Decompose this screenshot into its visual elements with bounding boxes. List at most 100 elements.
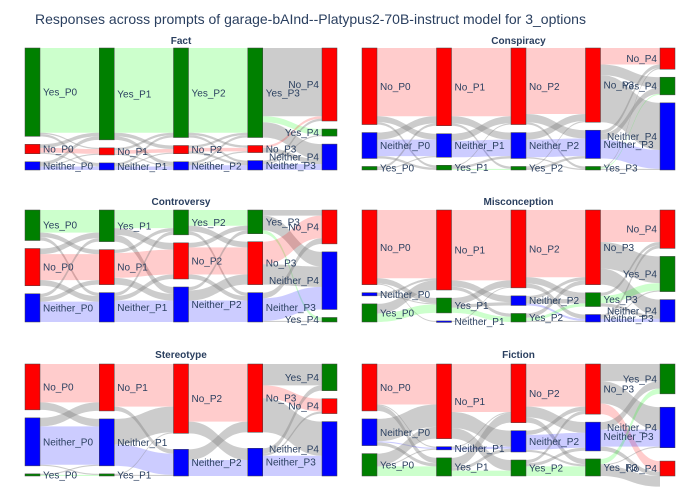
link-neither_p3-to-yes_p4[interactable]	[262, 385, 322, 454]
link-neither_p2-to-neither_p3[interactable]	[188, 300, 248, 322]
link-yes_p2-to-neither_p3[interactable]	[188, 231, 248, 297]
link-yes_p0-to-yes_p1[interactable]	[40, 474, 100, 476]
link-no_p0-to-yes_p1[interactable]	[377, 278, 437, 304]
node-neither_p0[interactable]	[24, 293, 41, 323]
node-no_p1[interactable]	[436, 47, 452, 126]
link-yes_p1-to-no_p2[interactable]	[114, 228, 174, 250]
node-yes_p2[interactable]	[173, 47, 189, 138]
link-no_p1-to-yes_p2[interactable]	[114, 132, 174, 151]
node-yes_p1[interactable]	[436, 165, 452, 171]
node-neither_p0[interactable]	[24, 417, 41, 467]
link-no_p1-to-no_p2[interactable]	[114, 149, 174, 154]
link-yes_p2-to-no_p3[interactable]	[188, 132, 248, 148]
link-yes_p1-to-yes_p2[interactable]	[451, 168, 512, 170]
link-neither_p0-to-no_p1[interactable]	[40, 402, 100, 427]
node-no_p2[interactable]	[510, 363, 527, 423]
link-yes_p3-to-yes_p4[interactable]	[600, 283, 661, 304]
link-neither_p3-to-yes_p4[interactable]	[600, 87, 661, 140]
link-neither_p0-to-no_p1[interactable]	[40, 153, 100, 167]
node-yes_p3[interactable]	[247, 47, 263, 138]
link-no_p1-to-no_p2[interactable]	[451, 48, 512, 117]
link-neither_p2-to-yes_p3[interactable]	[526, 157, 586, 170]
link-yes_p0-to-yes_p1[interactable]	[40, 210, 100, 233]
node-neither_p4[interactable]	[659, 299, 676, 323]
link-no_p2-to-yes_p3[interactable]	[526, 122, 586, 169]
node-yes_p0[interactable]	[361, 303, 378, 323]
link-neither_p1-to-neither_p2[interactable]	[451, 446, 512, 450]
link-neither_p2-to-no_p3[interactable]	[526, 113, 586, 140]
link-neither_p3-to-no_p4[interactable]	[600, 245, 661, 318]
link-yes_p3-to-no_p4[interactable]	[600, 242, 661, 296]
node-yes_p2[interactable]	[173, 209, 189, 236]
link-no_p2-to-yes_p3[interactable]	[526, 277, 586, 300]
link-no_p2-to-no_p3[interactable]	[526, 210, 586, 278]
link-neither_p2-to-neither_p3[interactable]	[526, 432, 586, 450]
link-no_p3-to-neither_p4[interactable]	[262, 147, 322, 165]
node-neither_p2[interactable]	[510, 295, 527, 306]
link-no_p2-to-no_p3[interactable]	[526, 48, 586, 114]
node-neither_p0[interactable]	[361, 292, 378, 297]
link-no_p3-to-neither_p4[interactable]	[262, 398, 322, 456]
link-neither_p2-to-neither_p3[interactable]	[526, 138, 586, 158]
link-no_p1-to-neither_p2[interactable]	[451, 280, 512, 303]
link-neither_p0-to-yes_p1[interactable]	[377, 156, 437, 170]
node-yes_p0[interactable]	[361, 166, 378, 171]
node-neither_p3[interactable]	[585, 314, 601, 323]
link-neither_p3-to-neither_p4[interactable]	[600, 139, 661, 169]
link-no_p2-to-yes_p3[interactable]	[188, 225, 248, 248]
link-neither_p0-to-neither_p1[interactable]	[377, 441, 437, 449]
link-yes_p2-to-yes_p3[interactable]	[526, 466, 586, 476]
node-yes_p4[interactable]	[659, 363, 676, 395]
link-no_p3-to-yes_p4[interactable]	[262, 364, 322, 386]
link-yes_p2-to-no_p3[interactable]	[526, 410, 586, 464]
link-neither_p0-to-no_p1[interactable]	[377, 404, 437, 442]
link-yes_p0-to-no_p1[interactable]	[40, 132, 100, 150]
link-neither_p3-to-neither_p4[interactable]	[262, 455, 322, 476]
link-yes_p1-to-no_p2[interactable]	[451, 413, 512, 468]
link-neither_p2-to-no_p3[interactable]	[526, 277, 586, 300]
link-neither_p0-to-yes_p1[interactable]	[40, 238, 100, 298]
link-no_p2-to-neither_p3[interactable]	[188, 151, 248, 166]
node-no_p0[interactable]	[24, 144, 41, 155]
link-neither_p0-to-no_p1[interactable]	[40, 280, 100, 302]
link-yes_p3-to-yes_p4[interactable]	[600, 93, 661, 169]
node-no_p0[interactable]	[361, 209, 378, 285]
link-no_p3-to-no_p4[interactable]	[262, 116, 322, 148]
link-no_p2-to-yes_p3[interactable]	[188, 132, 248, 148]
node-neither_p3[interactable]	[247, 292, 263, 323]
link-neither_p0-to-neither_p1[interactable]	[40, 426, 100, 465]
link-no_p0-to-no_p1[interactable]	[377, 48, 437, 117]
link-no_p3-to-yes_p4[interactable]	[600, 64, 661, 88]
link-yes_p3-to-no_p4[interactable]	[600, 465, 661, 487]
link-yes_p0-to-no_p1[interactable]	[377, 123, 437, 169]
node-neither_p2[interactable]	[173, 449, 189, 477]
node-no_p3[interactable]	[585, 363, 601, 415]
link-yes_p0-to-neither_p1[interactable]	[377, 156, 437, 170]
link-no_p2-to-neither_p3[interactable]	[526, 283, 586, 319]
link-neither_p1-to-yes_p2[interactable]	[114, 231, 174, 297]
node-yes_p2[interactable]	[510, 166, 527, 171]
node-no_p4[interactable]	[659, 209, 676, 249]
link-yes_p0-to-yes_p1[interactable]	[40, 48, 100, 133]
link-yes_p3-to-neither_p4[interactable]	[262, 215, 322, 267]
link-yes_p2-to-no_p3[interactable]	[526, 121, 586, 168]
node-yes_p0[interactable]	[24, 209, 41, 241]
link-yes_p1-to-yes_p2[interactable]	[451, 470, 512, 476]
link-yes_p1-to-neither_p2[interactable]	[114, 474, 174, 476]
node-no_p4[interactable]	[321, 398, 338, 414]
link-no_p1-to-neither_p2[interactable]	[114, 406, 174, 454]
node-yes_p3[interactable]	[585, 292, 601, 307]
node-no_p0[interactable]	[24, 248, 41, 287]
node-no_p2[interactable]	[173, 242, 189, 280]
link-yes_p2-to-neither_p3[interactable]	[188, 135, 248, 163]
link-no_p0-to-no_p1[interactable]	[40, 364, 100, 403]
link-no_p0-to-neither_p1[interactable]	[377, 283, 437, 322]
node-neither_p0[interactable]	[361, 418, 378, 446]
link-no_p3-to-neither_p4[interactable]	[600, 75, 661, 150]
node-yes_p4[interactable]	[659, 76, 676, 96]
link-neither_p2-to-neither_p3[interactable]	[526, 303, 586, 321]
link-no_p1-to-no_p2[interactable]	[114, 249, 174, 278]
link-yes_p3-to-neither_p4[interactable]	[600, 168, 661, 170]
link-yes_p3-to-no_p4[interactable]	[262, 48, 322, 117]
link-no_p0-to-neither_p1[interactable]	[40, 152, 100, 167]
